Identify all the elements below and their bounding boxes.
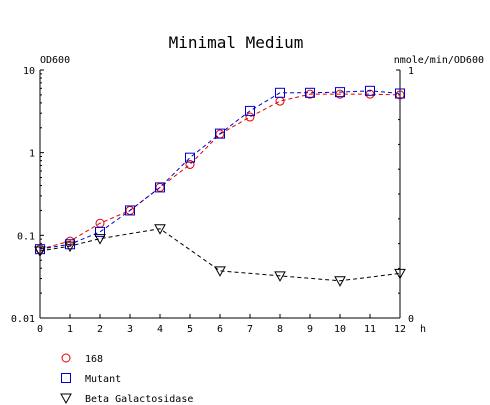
legend-label: 168: [85, 354, 103, 365]
data-point: [395, 88, 405, 99]
legend-marker: [61, 373, 71, 383]
data-point: [365, 85, 375, 96]
data-point: [155, 182, 165, 193]
y-left-tick-label: 10: [23, 66, 35, 77]
data-point: [275, 96, 285, 106]
data-point: [335, 87, 345, 98]
data-point: [94, 234, 106, 245]
series-line: [39, 90, 401, 250]
left-axis-label: OD600: [40, 55, 70, 66]
x-tick-label: 11: [364, 324, 376, 335]
series-1: [35, 89, 405, 254]
legend-item: Beta Galactosidase: [60, 393, 193, 405]
x-tick-label: 9: [307, 324, 313, 335]
x-tick-label: 8: [277, 324, 283, 335]
legend-item: Mutant: [61, 373, 121, 385]
y-right-tick-label: 1: [408, 66, 414, 77]
data-point: [274, 271, 286, 282]
y-left-tick-label: 1: [29, 149, 35, 160]
x-tick-label: 7: [247, 324, 253, 335]
data-point: [245, 105, 255, 116]
x-tick-label: 2: [97, 324, 103, 335]
data-point: [185, 152, 195, 163]
data-point: [65, 239, 75, 250]
legend-marker: [60, 393, 72, 405]
legend-marker: [61, 353, 71, 363]
x-tick-label: 12: [394, 324, 406, 335]
x-tick-label: 4: [157, 324, 163, 335]
x-axis-label: h: [420, 324, 426, 335]
series-3: [34, 224, 406, 287]
data-point: [305, 87, 315, 98]
chart-title: Minimal Medium: [169, 33, 304, 52]
series-2: [35, 85, 405, 255]
data-point: [214, 266, 226, 277]
data-point: [64, 241, 76, 253]
legend-item: 168: [61, 353, 103, 365]
series-line: [39, 93, 401, 250]
legend-label: Mutant: [85, 374, 121, 385]
legend-label: Beta Galactosidase: [85, 394, 193, 405]
right-axis-label: nmole/min/OD600: [394, 55, 484, 66]
data-point: [154, 224, 166, 235]
data-point: [394, 268, 406, 280]
y-left-tick-label: 0.01: [11, 314, 35, 325]
data-point: [95, 226, 105, 237]
x-tick-label: 1: [67, 324, 73, 335]
legend: 168 Mutant Beta Galactosidase: [60, 353, 193, 405]
data-point: [35, 244, 45, 255]
y-left-tick-label: 0.1: [17, 231, 35, 242]
y-right-tick-label: 0: [408, 314, 414, 325]
x-tick-label: 10: [334, 324, 346, 335]
series-layer: [34, 85, 406, 287]
data-point: [215, 128, 225, 139]
data-point: [245, 112, 255, 122]
data-point: [34, 246, 46, 258]
x-tick-label: 5: [187, 324, 193, 335]
data-point: [185, 159, 195, 169]
series-line: [39, 228, 401, 282]
x-tick-label: 6: [217, 324, 223, 335]
x-tick-label: 3: [127, 324, 133, 335]
data-point: [334, 276, 346, 287]
data-point: [275, 87, 285, 98]
data-point: [125, 205, 135, 216]
x-tick-label: 0: [37, 324, 43, 335]
